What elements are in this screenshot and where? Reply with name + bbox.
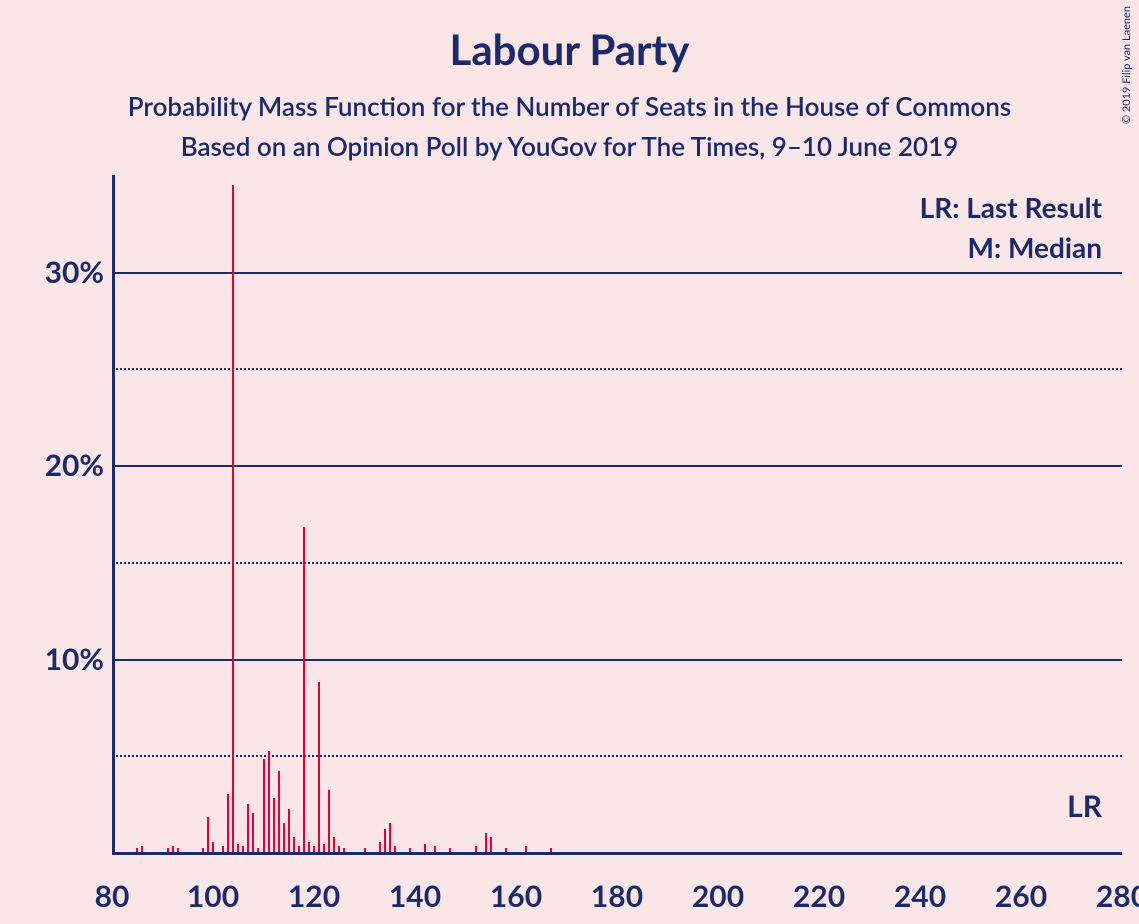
lr-marker: LR bbox=[1067, 788, 1102, 824]
x-tick-label: 180 bbox=[591, 878, 643, 914]
bar bbox=[525, 846, 527, 852]
legend-median: M: Median bbox=[968, 230, 1102, 264]
main-title: Labour Party bbox=[0, 24, 1139, 74]
bar bbox=[232, 185, 234, 852]
bar bbox=[394, 846, 396, 852]
bar bbox=[242, 846, 244, 852]
bar bbox=[389, 823, 391, 852]
bar bbox=[323, 844, 325, 852]
x-tick-label: 280 bbox=[1096, 878, 1139, 914]
bar bbox=[141, 846, 143, 852]
bar bbox=[505, 848, 507, 852]
y-axis bbox=[112, 175, 115, 855]
bar bbox=[333, 837, 335, 852]
x-tick-label: 80 bbox=[95, 878, 130, 914]
bar bbox=[247, 804, 249, 852]
bar bbox=[252, 813, 254, 852]
subtitle-1: Probability Mass Function for the Number… bbox=[0, 90, 1139, 122]
gridline-minor bbox=[112, 368, 1122, 370]
bar bbox=[490, 837, 492, 852]
bar bbox=[318, 682, 320, 852]
bar bbox=[237, 844, 239, 852]
bar bbox=[136, 848, 138, 852]
bar bbox=[364, 848, 366, 852]
bar bbox=[338, 846, 340, 852]
bar bbox=[384, 829, 386, 852]
gridline-major bbox=[112, 659, 1122, 661]
bar bbox=[475, 846, 477, 852]
chart-container: Labour Party Probability Mass Function f… bbox=[0, 0, 1139, 924]
x-tick-label: 160 bbox=[490, 878, 542, 914]
y-tick-label: 30% bbox=[14, 254, 104, 290]
legend-last-result: LR: Last Result bbox=[920, 190, 1102, 224]
x-tick-label: 120 bbox=[288, 878, 340, 914]
bar bbox=[222, 846, 224, 852]
x-tick-label: 200 bbox=[692, 878, 744, 914]
bar bbox=[409, 848, 411, 852]
bar bbox=[343, 848, 345, 852]
bar bbox=[257, 848, 259, 852]
bar bbox=[303, 527, 305, 852]
bar bbox=[167, 848, 169, 852]
gridline-major bbox=[112, 272, 1122, 274]
bar bbox=[283, 823, 285, 852]
bar bbox=[212, 842, 214, 852]
y-tick-label: 10% bbox=[14, 641, 104, 677]
bar bbox=[227, 794, 229, 852]
bar bbox=[434, 846, 436, 852]
bar bbox=[449, 848, 451, 852]
bar bbox=[207, 817, 209, 852]
x-tick-label: 100 bbox=[187, 878, 239, 914]
subtitle-2: Based on an Opinion Poll by YouGov for T… bbox=[0, 130, 1139, 162]
bar bbox=[293, 837, 295, 852]
x-axis bbox=[112, 852, 1122, 855]
bar bbox=[172, 846, 174, 852]
x-tick-label: 140 bbox=[389, 878, 441, 914]
bar bbox=[328, 790, 330, 852]
bar bbox=[273, 798, 275, 852]
bar bbox=[485, 833, 487, 852]
bar bbox=[379, 842, 381, 852]
bar bbox=[177, 848, 179, 852]
bar bbox=[313, 846, 315, 852]
bar bbox=[278, 771, 280, 852]
x-tick-label: 240 bbox=[894, 878, 946, 914]
gridline-major bbox=[112, 465, 1122, 467]
x-tick-label: 260 bbox=[995, 878, 1047, 914]
bar bbox=[424, 844, 426, 852]
gridline-minor bbox=[112, 562, 1122, 564]
bar bbox=[263, 759, 265, 852]
x-tick-label: 220 bbox=[793, 878, 845, 914]
bar bbox=[550, 848, 552, 852]
bar bbox=[288, 809, 290, 852]
gridline-minor bbox=[112, 755, 1122, 757]
plot-area: LR: Last Result M: Median LR bbox=[112, 175, 1122, 855]
copyright-text: © 2019 Filip van Laenen bbox=[1120, 6, 1133, 124]
bar bbox=[268, 751, 270, 852]
bar bbox=[308, 842, 310, 852]
y-tick-label: 20% bbox=[14, 447, 104, 483]
bar bbox=[298, 846, 300, 852]
bar bbox=[202, 848, 204, 852]
